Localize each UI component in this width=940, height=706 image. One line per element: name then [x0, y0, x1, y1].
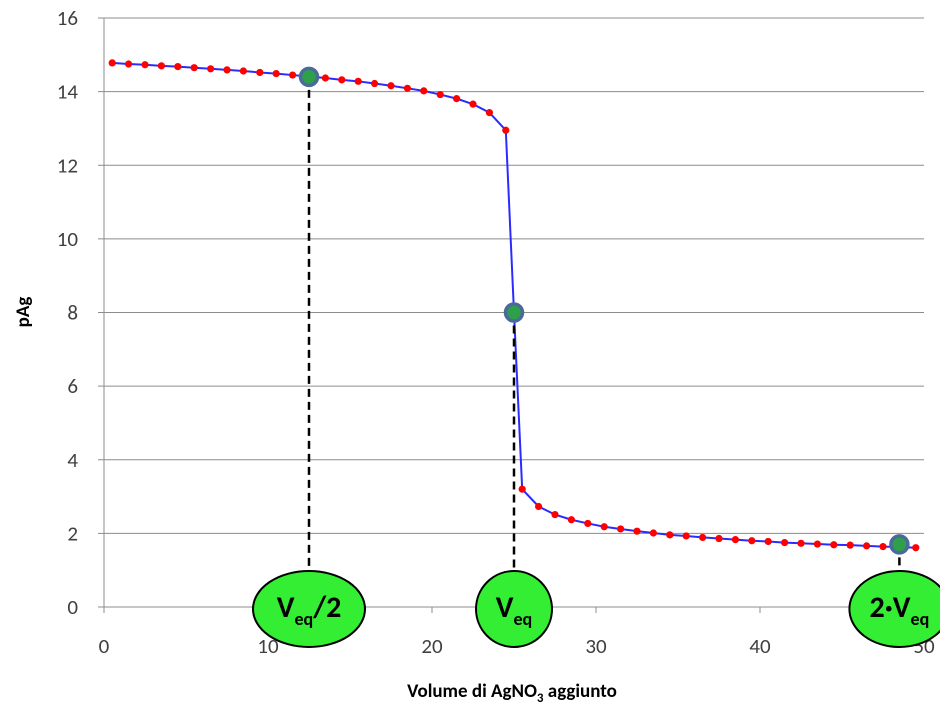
- subscript: 3: [537, 691, 544, 706]
- bubble-label: 2·Veq: [870, 589, 930, 630]
- data-point: [633, 527, 641, 535]
- highlight-point: [298, 66, 320, 88]
- x-tick-label: 30: [585, 633, 607, 659]
- data-point: [600, 523, 608, 531]
- data-point: [403, 84, 411, 92]
- text-part: 2·V: [870, 589, 911, 626]
- y-tick-label: 14: [57, 79, 79, 105]
- label-bubble: [848, 570, 940, 648]
- y-tick-label: 4: [67, 447, 78, 473]
- data-point: [715, 534, 723, 543]
- data-point: [731, 536, 740, 544]
- data-point: [699, 533, 707, 542]
- y-tick-label: 6: [67, 373, 78, 399]
- data-point: [272, 69, 280, 78]
- data-point: [190, 64, 198, 72]
- y-tick-label: 2: [67, 520, 78, 546]
- data-point: [125, 60, 133, 68]
- data-point: [846, 541, 854, 549]
- data-point: [830, 541, 838, 549]
- y-tick-label: 8: [67, 300, 78, 326]
- label-bubble: [252, 570, 366, 648]
- data-point: [387, 82, 395, 90]
- data-point: [420, 87, 428, 95]
- data-point: [338, 76, 346, 84]
- data-point: [764, 537, 772, 546]
- data-point: [453, 95, 461, 103]
- data-point: [239, 67, 247, 75]
- y-tick-label: 16: [57, 5, 78, 31]
- data-point: [797, 539, 805, 547]
- label-bubble: [475, 570, 553, 648]
- subscript: eq: [911, 608, 930, 630]
- x-tick-label: 40: [749, 633, 771, 659]
- highlight-point: [503, 302, 525, 323]
- y-tick-label: 12: [57, 152, 78, 178]
- x-tick-label: 20: [421, 633, 443, 659]
- text-part: V: [496, 589, 514, 626]
- data-point: [256, 68, 264, 77]
- y-axis-title: pAg: [12, 297, 35, 328]
- data-point: [879, 543, 887, 551]
- data-point: [584, 519, 592, 528]
- data-point: [371, 79, 379, 88]
- data-point: [781, 538, 789, 547]
- data-point: [108, 59, 116, 67]
- data-point: [649, 529, 658, 537]
- data-point: [354, 77, 362, 85]
- data-point: [207, 65, 215, 73]
- data-point: [321, 74, 329, 82]
- data-point: [469, 100, 477, 108]
- y-tick-label: 10: [57, 226, 79, 252]
- data-point: [748, 537, 756, 545]
- data-point: [535, 502, 543, 511]
- data-point: [666, 531, 674, 539]
- bubble-label: Veq/2: [277, 589, 342, 630]
- data-point: [157, 62, 165, 70]
- data-point: [551, 511, 559, 519]
- x-tick-label: 0: [99, 633, 110, 659]
- highlight-point: [889, 534, 910, 555]
- y-tick-label: 0: [67, 594, 78, 620]
- data-point: [289, 71, 297, 79]
- text-part: V: [277, 589, 295, 626]
- text-part: aggiunto: [544, 680, 617, 703]
- data-point: [141, 61, 149, 69]
- data-point: [863, 542, 871, 550]
- data-point: [436, 90, 444, 99]
- text-part: /2: [312, 589, 341, 626]
- subscript: eq: [514, 608, 533, 630]
- data-point: [912, 544, 920, 552]
- data-point: [485, 109, 493, 117]
- data-point: [813, 540, 822, 548]
- text-part: Volume di AgNO: [407, 680, 537, 703]
- data-point: [174, 62, 182, 71]
- data-point: [502, 126, 510, 134]
- subscript: eq: [294, 608, 313, 630]
- data-point: [518, 485, 526, 493]
- data-point: [617, 525, 625, 533]
- bubble-label: Veq: [496, 589, 532, 630]
- data-point: [223, 66, 231, 74]
- data-point: [567, 516, 576, 524]
- x-axis-title: Volume di AgNO3 aggiunto: [407, 680, 617, 706]
- data-point: [682, 532, 690, 540]
